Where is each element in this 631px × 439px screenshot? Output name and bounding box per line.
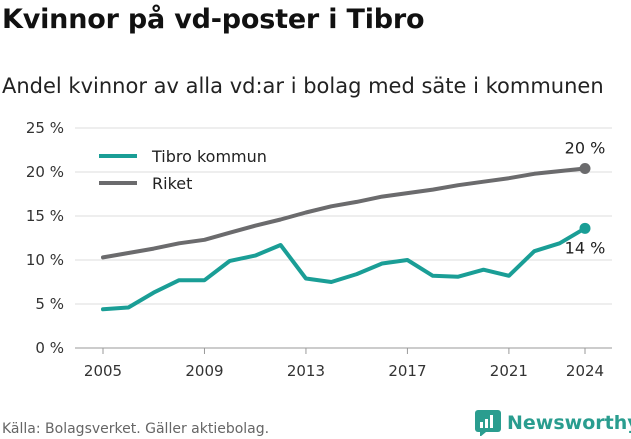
legend-label-riket: Riket [152,174,192,193]
x-tick-label: 2017 [388,362,426,380]
series-line-tibro [101,226,587,312]
y-tick-label: 25 % [26,119,64,137]
brand-name: Newsworthy [507,412,631,434]
x-tick-label: 2024 [566,362,604,380]
chart-title: Kvinnor på vd-poster i Tibro [2,4,425,35]
y-tick-label: 10 % [26,251,64,269]
end-point-riket [579,162,591,174]
y-tick-label: 20 % [26,163,64,181]
x-tick-label: 2005 [84,362,122,380]
y-tick-label: 15 % [26,207,64,225]
x-tick-label: 2009 [185,362,223,380]
legend-label-tibro: Tibro kommun [151,147,267,166]
chart-subtitle: Andel kvinnor av alla vd:ar i bolag med … [2,74,604,98]
series-line-riket [101,166,587,260]
end-label-tibro: 14 % [565,238,606,257]
newsworthy-logo-icon [475,410,501,436]
source-note: Källa: Bolagsverket. Gäller aktiebolag. [2,421,270,437]
x-tick-label: 2013 [287,362,325,380]
end-label-riket: 20 % [565,138,606,157]
y-tick-label: 5 % [35,295,64,313]
brand-logo: Newsworthy [475,408,631,438]
y-tick-label: 0 % [35,339,64,357]
end-point-tibro [579,222,591,234]
x-tick-label: 2021 [490,362,528,380]
